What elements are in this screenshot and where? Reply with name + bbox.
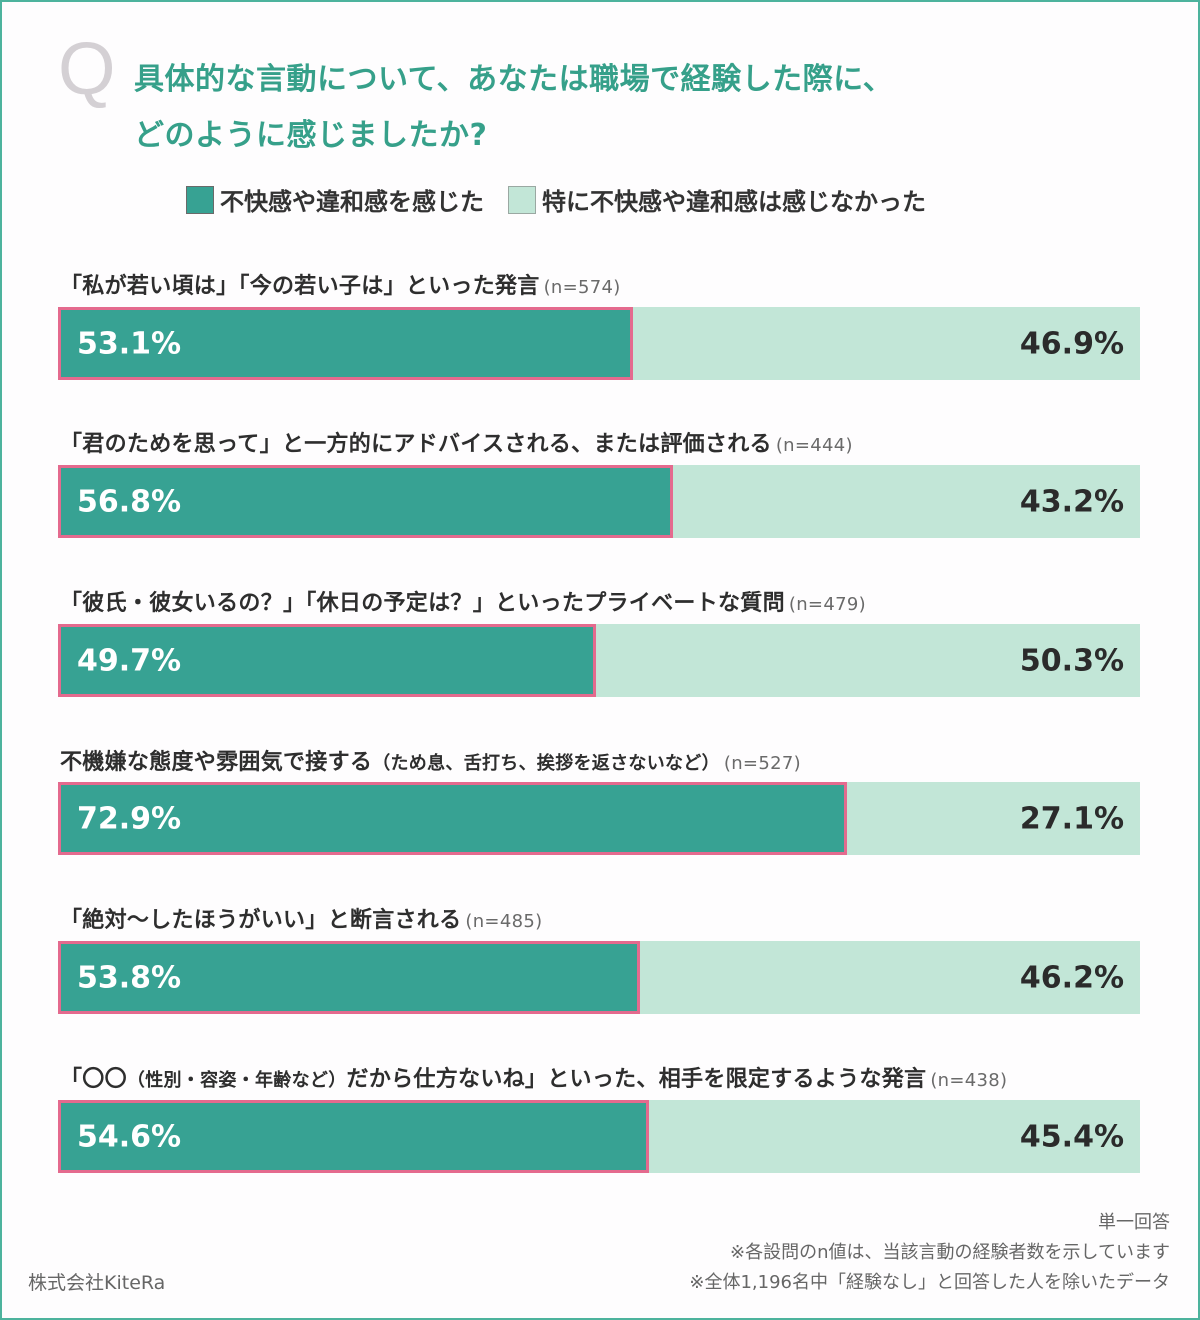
bar-segment-uncomfortable: 53.8%: [58, 941, 641, 1014]
legend: 不快感や違和感を感じた 特に不快感や違和感は感じなかった: [186, 182, 950, 217]
value-not-uncomfortable: 46.2%: [1019, 960, 1124, 995]
row-label: 不機嫌な態度や雰囲気で接する（ため息、舌打ち、挨拶を返さないなど） (n=527): [60, 744, 801, 776]
value-uncomfortable: 56.8%: [77, 484, 182, 519]
row-label-text-suffix: だから仕方ないね」といった、相手を限定するような発言: [346, 1067, 927, 1092]
row-label-note: （ため息、舌打ち、挨拶を返さないなど）: [372, 753, 720, 774]
bar-row: 53.1% 46.9%: [58, 307, 1140, 380]
row-label-text: 不機嫌な態度や雰囲気で接する: [60, 750, 373, 775]
bar-segment-uncomfortable: 49.7%: [58, 624, 596, 697]
bar-segment-uncomfortable: 54.6%: [58, 1100, 649, 1173]
row-label: 「絶対〜したほうがいい」と断言される (n=485): [60, 902, 542, 934]
value-uncomfortable: 54.6%: [77, 1119, 182, 1154]
value-not-uncomfortable: 50.3%: [1019, 643, 1124, 678]
row-n: (n=574): [543, 277, 621, 298]
row-label-text: 「私が若い頃は」「今の若い子は」といった発言: [60, 274, 540, 299]
row-n: (n=479): [788, 594, 866, 615]
footnote-population: ※全体1,196名中「経験なし」と回答した人を除いたデータ: [689, 1272, 1170, 1293]
bar-segment-uncomfortable: 53.1%: [58, 307, 633, 380]
value-uncomfortable: 53.8%: [77, 960, 182, 995]
row-label-text: 「君のためを思って」と一方的にアドバイスされる、または評価される: [60, 432, 772, 457]
chart-title: 具体的な言動について、あなたは職場で経験した際に、 どのように感じましたか?: [134, 52, 893, 164]
row-n: (n=444): [775, 435, 853, 456]
bar-row: 53.8% 46.2%: [58, 941, 1140, 1014]
value-uncomfortable: 72.9%: [77, 801, 182, 836]
title-line-1: 具体的な言動について、あなたは職場で経験した際に、: [134, 62, 894, 97]
bar-row: 54.6% 45.4%: [58, 1100, 1140, 1173]
value-uncomfortable: 53.1%: [77, 326, 182, 361]
row-n: (n=485): [465, 911, 543, 932]
row-n: (n=438): [930, 1070, 1008, 1091]
row-label-note: （性別・容姿・年齢など）: [126, 1070, 347, 1091]
title-line-2: どのように感じましたか?: [134, 118, 488, 153]
bar-segment-uncomfortable: 72.9%: [58, 782, 847, 855]
bar-segment-uncomfortable: 56.8%: [58, 465, 673, 538]
value-not-uncomfortable: 43.2%: [1019, 484, 1124, 519]
legend-label: 不快感や違和感を感じた: [220, 188, 484, 216]
row-label-text: 「絶対〜したほうがいい」と断言される: [60, 908, 462, 933]
row-label: 「〇〇（性別・容姿・年齢など）だから仕方ないね」といった、相手を限定するような発…: [60, 1061, 1007, 1093]
bar-row: 72.9% 27.1%: [58, 782, 1140, 855]
row-label: 「彼氏・彼女いるの？」「休日の予定は？」といったプライベートな質問 (n=479): [60, 585, 866, 617]
footnote-answer-type: 単一回答: [1098, 1212, 1170, 1233]
row-label: 「私が若い頃は」「今の若い子は」といった発言 (n=574): [60, 268, 621, 300]
q-icon: Q: [58, 27, 116, 110]
legend-item-not-uncomfortable: 特に不快感や違和感は感じなかった: [508, 182, 926, 217]
value-uncomfortable: 49.7%: [77, 643, 182, 678]
legend-swatch-light: [508, 185, 536, 214]
legend-swatch-dark: [186, 185, 214, 214]
value-not-uncomfortable: 46.9%: [1019, 326, 1124, 361]
footnotes: 単一回答 ※各設問のn値は、当該言動の経験者数を示しています ※全体1,196名…: [689, 1208, 1170, 1298]
footnote-n-value: ※各設問のn値は、当該言動の経験者数を示しています: [730, 1242, 1170, 1263]
bar-row: 49.7% 50.3%: [58, 624, 1140, 697]
row-label-text: 「彼氏・彼女いるの？」「休日の予定は？」といったプライベートな質問: [60, 591, 785, 616]
value-not-uncomfortable: 45.4%: [1019, 1119, 1124, 1154]
legend-label: 特に不快感や違和感は感じなかった: [542, 188, 926, 216]
row-label: 「君のためを思って」と一方的にアドバイスされる、または評価される (n=444): [60, 426, 853, 458]
row-n: (n=527): [723, 753, 801, 774]
value-not-uncomfortable: 27.1%: [1019, 801, 1124, 836]
legend-item-uncomfortable: 不快感や違和感を感じた: [186, 182, 484, 217]
source-company: 株式会社KiteRa: [28, 1272, 166, 1294]
row-label-text: 「〇〇: [60, 1067, 127, 1092]
bar-row: 56.8% 43.2%: [58, 465, 1140, 538]
